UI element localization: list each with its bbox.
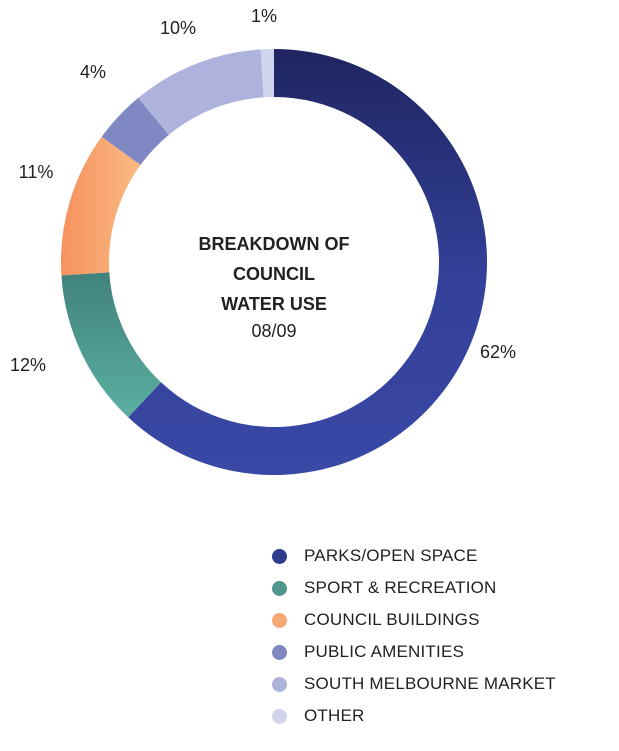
chart-legend: PARKS/OPEN SPACE SPORT & RECREATION COUNCI… <box>272 540 556 732</box>
legend-label: PARKS/OPEN SPACE <box>304 546 478 565</box>
legend-swatch <box>272 644 287 660</box>
slice-public-amenities <box>101 97 169 166</box>
legend-item-parks-open-space: PARKS/OPEN SPACE <box>272 540 556 572</box>
chart-subtitle: 08/09 <box>251 321 296 341</box>
legend-swatch <box>272 676 287 692</box>
legend-swatch <box>272 548 287 564</box>
legend-swatch <box>272 580 287 596</box>
data-label-public-amenities: 4% <box>80 62 106 82</box>
legend-label: COUNCIL BUILDINGS <box>304 610 480 629</box>
legend-item-south-melbourne-market: SOUTH MELBOURNE MARKET <box>272 668 556 700</box>
legend-label: SOUTH MELBOURNE MARKET <box>304 674 556 693</box>
legend-item-public-amenities: PUBLIC AMENITIES <box>272 636 556 668</box>
slice-sport-and-recreation <box>61 272 162 418</box>
slice-other <box>260 49 274 98</box>
data-label-south-melbourne-market: 10% <box>160 18 196 38</box>
legend-label: SPORT & RECREATION <box>304 578 497 597</box>
slice-south-melbourne-market <box>138 49 264 135</box>
data-label-parks-open-space: 62% <box>480 342 516 362</box>
chart-title-line: COUNCIL <box>233 264 315 284</box>
data-label-council-buildings: 11% <box>19 162 54 182</box>
legend-swatch <box>272 708 287 724</box>
legend-item-sport-and-recreation: SPORT & RECREATION <box>272 572 556 604</box>
slice-parks-open-space <box>128 49 487 476</box>
legend-item-other: OTHER <box>272 700 556 732</box>
chart-title-line: WATER USE <box>221 294 327 314</box>
legend-label: OTHER <box>304 706 365 725</box>
slice-council-buildings <box>60 136 141 276</box>
data-label-other: 1% <box>251 6 277 26</box>
data-label-sport-and-recreation: 12% <box>10 355 46 375</box>
legend-swatch <box>272 612 287 628</box>
legend-label: PUBLIC AMENITIES <box>304 642 465 661</box>
chart-title-line: BREAKDOWN OF <box>199 234 350 254</box>
legend-item-council-buildings: COUNCIL BUILDINGS <box>272 604 556 636</box>
